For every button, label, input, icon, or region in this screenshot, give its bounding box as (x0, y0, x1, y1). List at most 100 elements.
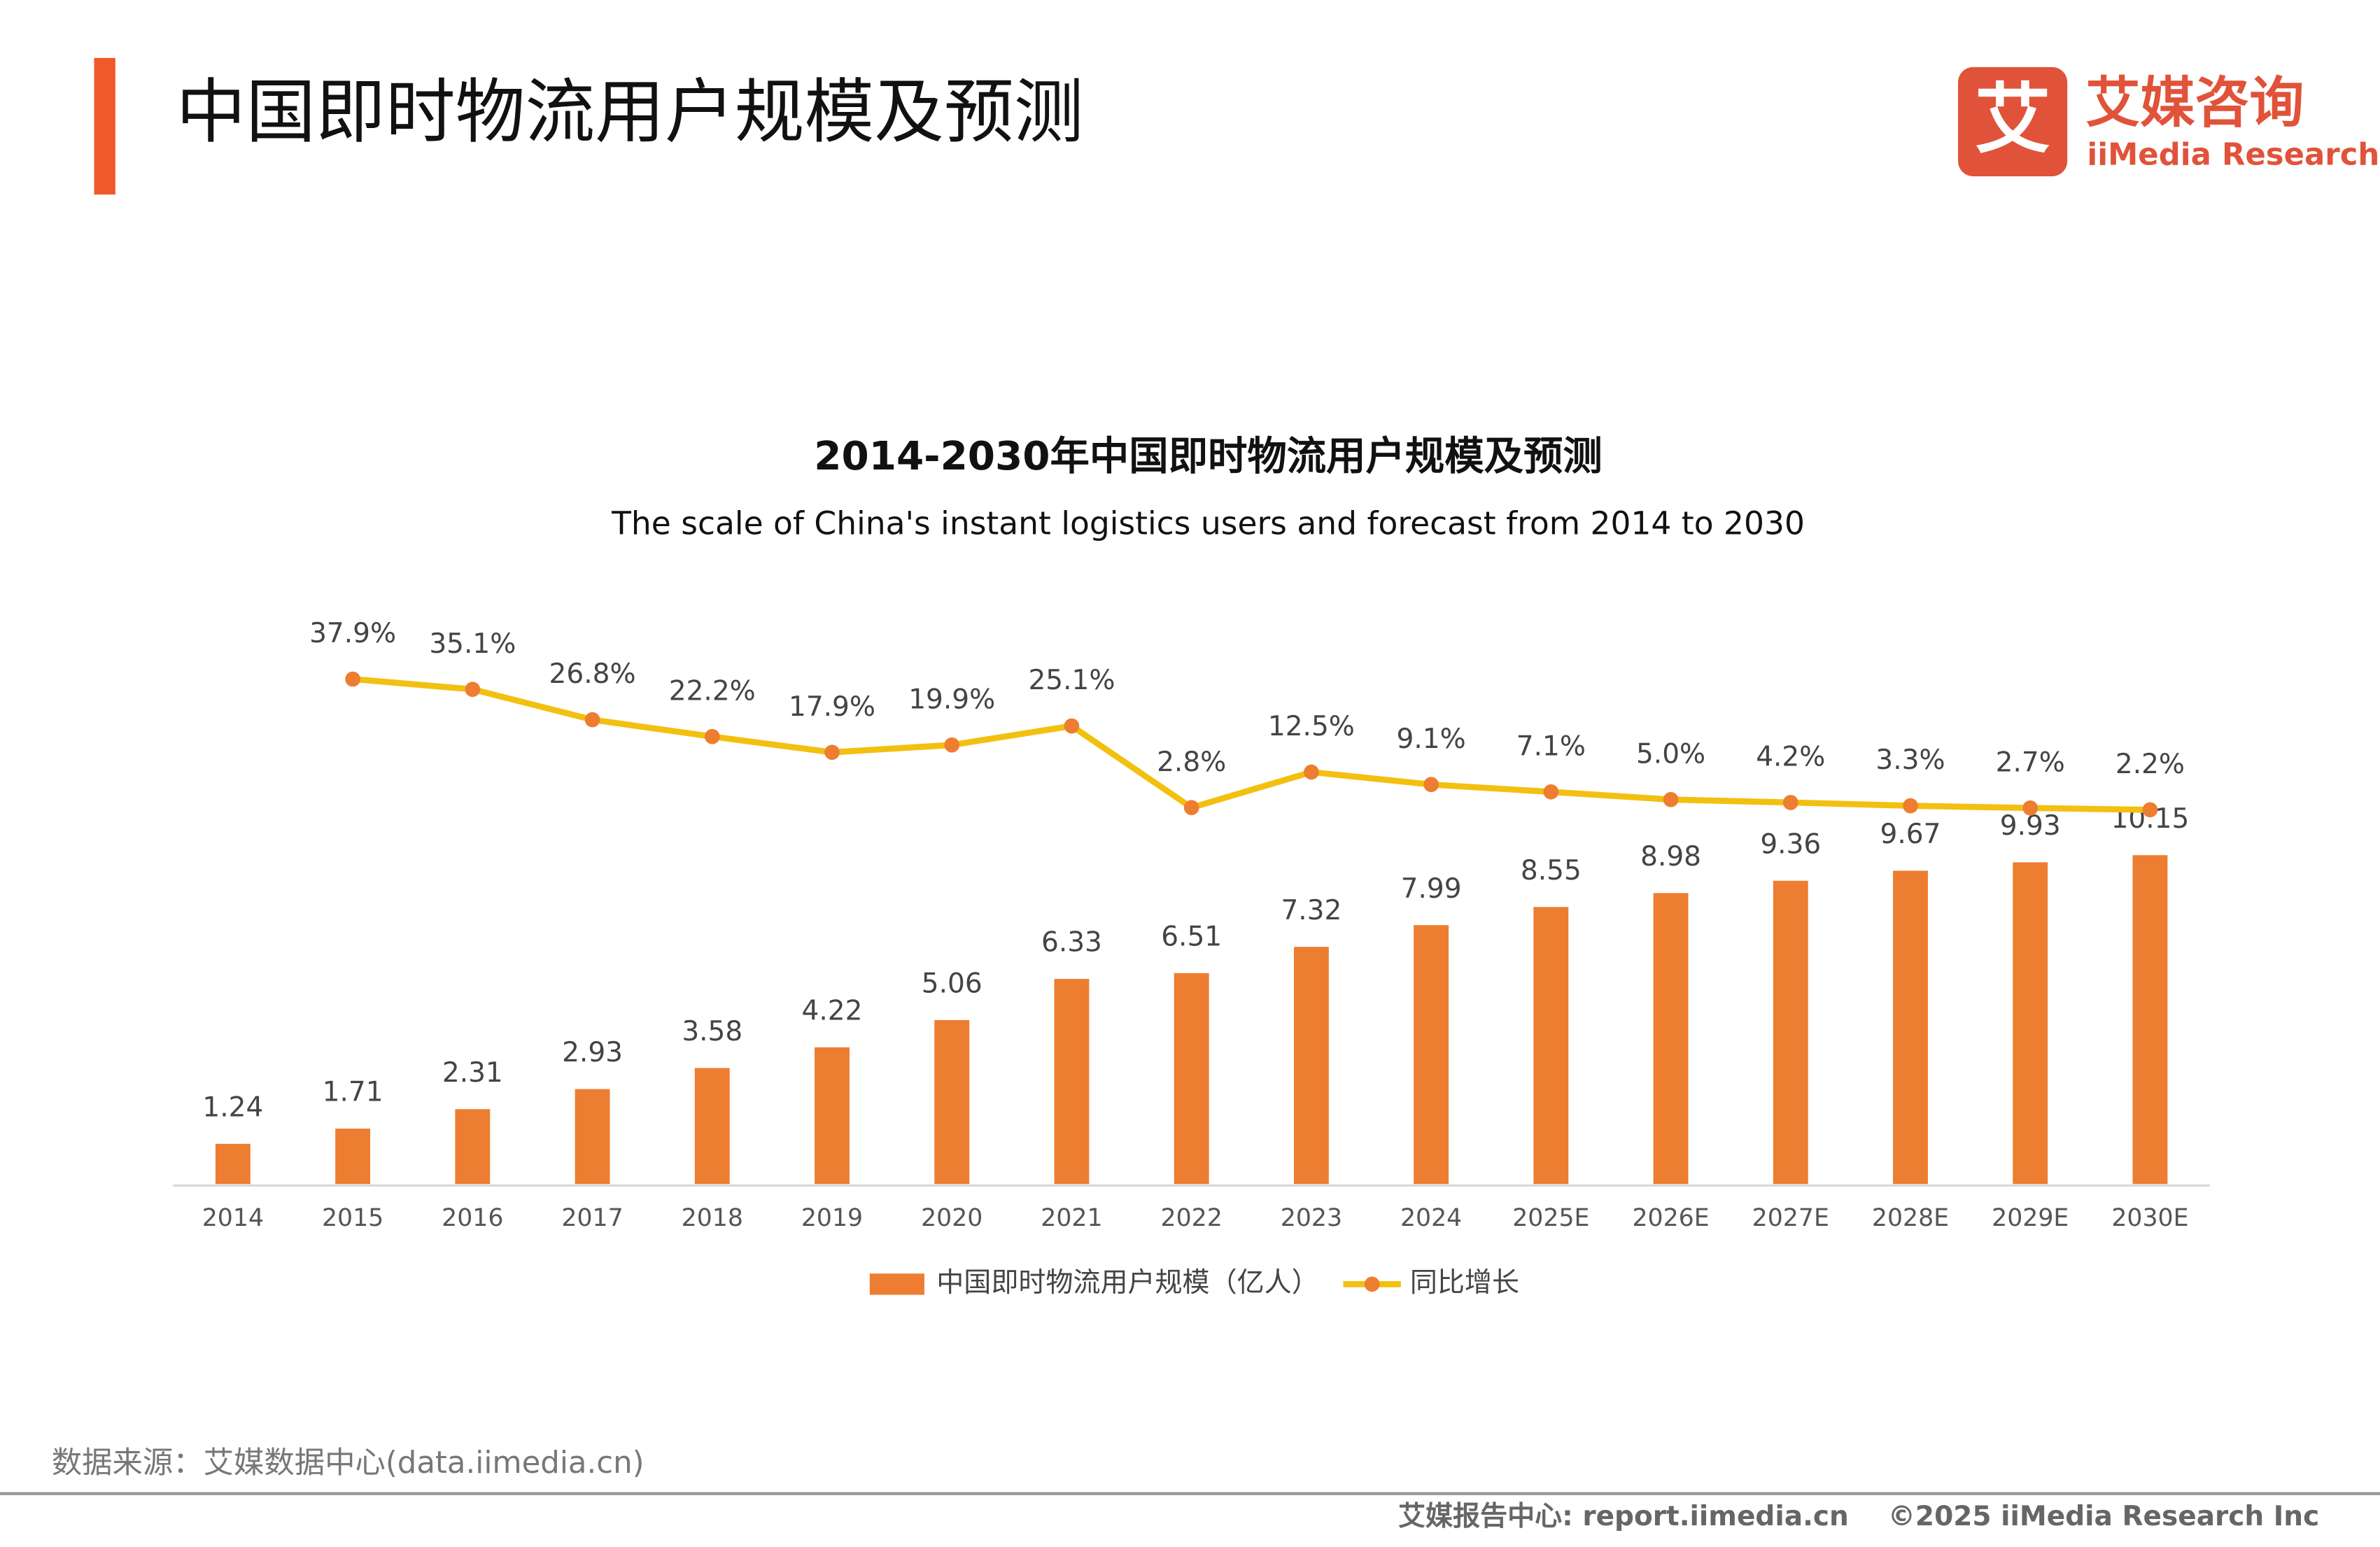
line-label: 2.2% (2115, 749, 2185, 780)
bar-label: 7.32 (1281, 895, 1342, 926)
line-marker (584, 712, 600, 728)
line-label: 3.3% (1875, 744, 1945, 776)
line-marker (944, 737, 960, 753)
line-label: 9.1% (1397, 723, 1466, 755)
bar (215, 1143, 251, 1185)
bar (694, 1068, 730, 1185)
bar (2132, 855, 2168, 1185)
line-label: 22.2% (669, 675, 756, 707)
line-marker (824, 744, 840, 761)
bar (1653, 893, 1689, 1185)
bar (575, 1089, 610, 1185)
legend-label: 中国即时物流用户规模（亿人） (936, 1267, 1318, 1299)
bar-label: 9.36 (1760, 828, 1821, 860)
bar (335, 1129, 371, 1185)
line-marker (1782, 795, 1798, 810)
line-label: 2.8% (1157, 747, 1226, 778)
chart-title: 2014-2030年中国即时物流用户规模及预测 (814, 434, 1602, 479)
line-marker (1183, 800, 1199, 816)
legend-swatch-marker (1364, 1276, 1380, 1292)
bar-label: 6.33 (1041, 927, 1102, 959)
plot-area: 2014 2015 2016 2017 2018 2019 2020 2021 2022 2023… (202, 618, 2190, 1299)
x-tick-label: 2021 (1041, 1204, 1102, 1232)
line-label: 5.0% (1636, 738, 1705, 770)
x-tick-label: 2017 (561, 1204, 623, 1232)
x-tick-label: 2024 (1400, 1204, 1462, 1232)
x-tick-label: 2023 (1281, 1204, 1342, 1232)
bar-label: 7.99 (1401, 873, 1462, 905)
line-marker (1903, 798, 1918, 814)
line-marker (465, 681, 481, 698)
page-title: 中国即时物流用户规模及预测 (176, 71, 1084, 153)
bar-label: 4.22 (802, 995, 863, 1026)
line-marker (1663, 791, 1679, 807)
bar-label: 2.93 (562, 1037, 623, 1068)
line-label: 37.9% (309, 618, 396, 649)
bar (455, 1109, 491, 1185)
line-marker (1423, 777, 1439, 793)
line-marker (1064, 718, 1080, 734)
x-tick-label: 2015 (322, 1204, 383, 1232)
line-label: 4.2% (1756, 742, 1825, 773)
bar-label: 1.24 (202, 1092, 263, 1123)
footer-report: 艾媒报告中心: report.iimedia.cn (1398, 1501, 1849, 1532)
bar (1174, 973, 1209, 1185)
legend-swatch (869, 1273, 924, 1295)
bar (934, 1019, 970, 1185)
bar-label: 8.55 (1521, 855, 1582, 886)
bar-label: 3.58 (682, 1016, 742, 1047)
line-marker (345, 671, 360, 687)
line-label: 25.1% (1028, 665, 1115, 696)
logo-mark: 艾 (1975, 75, 2050, 164)
bar-label: 1.71 (323, 1077, 383, 1108)
legend-label: 同比增长 (1410, 1267, 1519, 1299)
chart-subtitle: The scale of China's instant logistics u… (611, 504, 1805, 542)
line-label: 17.9% (789, 691, 875, 723)
line-label: 2.7% (1996, 747, 2065, 778)
bar (815, 1047, 850, 1185)
bar (2013, 862, 2048, 1185)
line-label: 26.8% (549, 658, 636, 690)
x-tick-label: 2027E (1752, 1204, 1829, 1232)
footer-copyright: ©2025 iiMedia Research Inc (1888, 1501, 2319, 1532)
x-tick-label: 2030E (2111, 1204, 2188, 1232)
bar-label: 5.06 (922, 968, 983, 1000)
bar-label: 9.67 (1880, 819, 1941, 850)
logo-box (1958, 66, 2068, 176)
logo-cn: 艾媒咨询 (2085, 72, 2304, 135)
bar-label: 8.98 (1640, 841, 1701, 873)
line-label: 7.1% (1516, 730, 1586, 762)
x-tick-label: 2016 (442, 1204, 503, 1232)
x-tick-label: 2018 (682, 1204, 743, 1232)
line-label: 19.9% (908, 684, 995, 715)
line-marker (2142, 802, 2158, 818)
line-marker (1304, 764, 1319, 780)
x-tick-label: 2029E (1992, 1204, 2069, 1232)
x-tick-label: 2020 (921, 1204, 983, 1232)
bar (1293, 947, 1329, 1185)
x-tick-label: 2019 (801, 1204, 863, 1232)
x-tick-label: 2025E (1512, 1204, 1589, 1232)
bar-label: 2.31 (442, 1057, 503, 1089)
bar (1893, 870, 1928, 1185)
line-marker (2022, 800, 2039, 816)
x-tick-label: 2014 (202, 1204, 264, 1232)
title-accent (94, 57, 115, 195)
x-tick-label: 2022 (1161, 1204, 1223, 1232)
line (352, 676, 2150, 813)
x-tick-label: 2026E (1632, 1204, 1709, 1232)
line-label: 12.5% (1268, 711, 1355, 742)
line-marker (704, 728, 720, 744)
line-marker (1543, 784, 1559, 800)
bar (1533, 907, 1569, 1185)
logo-en: iiMedia Research (2087, 137, 2379, 172)
bar (1773, 880, 1808, 1185)
x-tick-label: 2028E (1872, 1204, 1949, 1232)
bar-label: 6.51 (1161, 921, 1222, 952)
bar (1054, 979, 1090, 1185)
bar (1414, 925, 1449, 1185)
source-note: 数据来源：艾媒数据中心(data.iimedia.cn) (52, 1446, 645, 1481)
line-label: 35.1% (429, 628, 516, 660)
